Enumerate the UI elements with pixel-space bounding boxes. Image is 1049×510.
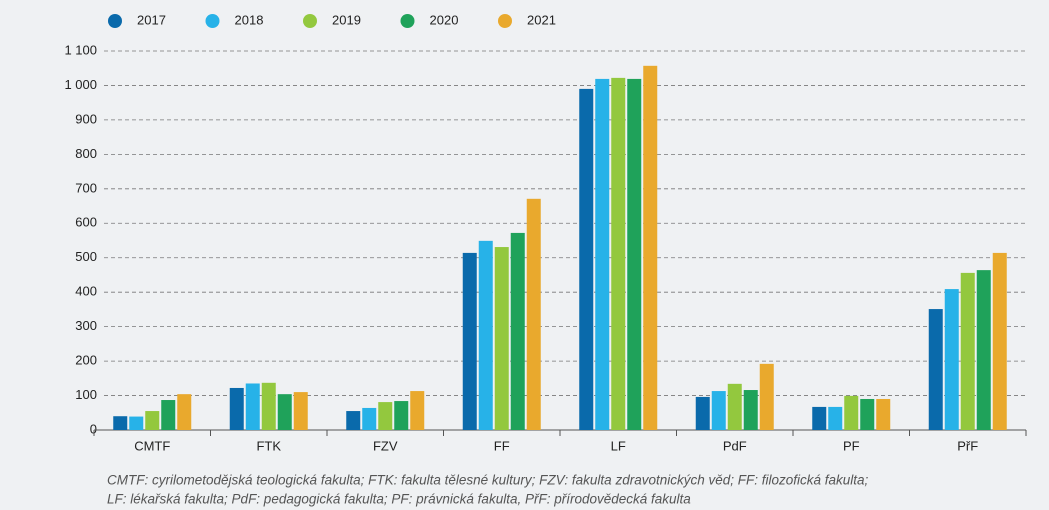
x-tick-label: CMTF (134, 438, 170, 453)
y-tick-label: 600 (75, 215, 97, 230)
bar (177, 394, 192, 430)
bar (860, 398, 875, 430)
bar (346, 411, 361, 430)
y-tick-label: 0 (90, 421, 97, 436)
bar (277, 394, 292, 430)
bar (410, 391, 425, 430)
bar (378, 402, 393, 430)
bar (113, 416, 128, 430)
bar (478, 240, 493, 430)
legend-label: 2021 (527, 12, 556, 27)
bar (510, 232, 525, 430)
bar (462, 252, 477, 430)
bar (960, 272, 975, 430)
x-tick-label: PdF (723, 438, 747, 453)
bar (976, 270, 991, 430)
bar (727, 383, 742, 430)
legend-swatch (303, 14, 317, 28)
y-tick-label: 500 (75, 249, 97, 264)
bar (261, 382, 276, 430)
bar (627, 78, 642, 431)
y-tick-label: 100 (75, 387, 97, 402)
bar (711, 391, 726, 430)
bar (362, 407, 377, 430)
bar (245, 383, 260, 430)
y-tick-label: 400 (75, 284, 97, 299)
bar (526, 198, 541, 430)
x-tick-label: FZV (373, 438, 398, 453)
legend-swatch (205, 14, 220, 28)
bar (494, 247, 509, 430)
x-tick-label: LF (611, 438, 626, 453)
bar (161, 400, 176, 430)
bar (944, 289, 959, 430)
y-tick-label: 200 (75, 353, 97, 368)
y-tick-label: 1 000 (64, 77, 97, 92)
y-tick-label: 300 (75, 318, 97, 333)
bar (229, 387, 244, 430)
bar (928, 309, 943, 430)
y-tick-label: 1 100 (64, 42, 97, 57)
bar (595, 78, 610, 431)
bar (828, 406, 843, 430)
x-tick-label: PF (843, 438, 860, 453)
legend-label: 2020 (430, 12, 459, 27)
bar (129, 416, 144, 430)
y-tick-label: 900 (75, 111, 97, 126)
legend-swatch (498, 14, 512, 28)
bar (759, 363, 774, 430)
bar (876, 398, 891, 430)
y-tick-label: 800 (75, 146, 97, 161)
bar (743, 390, 758, 430)
bar (992, 252, 1007, 430)
bar (579, 88, 594, 431)
bar (844, 395, 859, 430)
footnote: CMTF: cyrilometodějská teologická fakult… (107, 473, 869, 488)
x-tick-label: FTK (256, 438, 281, 453)
bar (611, 77, 626, 430)
legend-label: 2018 (235, 12, 264, 27)
bar (145, 411, 160, 430)
x-tick-label: FF (494, 438, 510, 453)
bar (293, 392, 308, 430)
footnote: LF: lékařská fakulta; PdF: pedagogická f… (107, 492, 691, 507)
bar (643, 65, 658, 430)
bar (695, 396, 710, 430)
bar (812, 406, 827, 430)
y-tick-label: 700 (75, 180, 97, 195)
legend-swatch (400, 14, 415, 28)
legend-label: 2017 (137, 12, 166, 27)
x-tick-label: PřF (957, 438, 978, 453)
legend-label: 2019 (332, 12, 361, 27)
legend-swatch (108, 14, 122, 28)
bar (394, 401, 409, 430)
